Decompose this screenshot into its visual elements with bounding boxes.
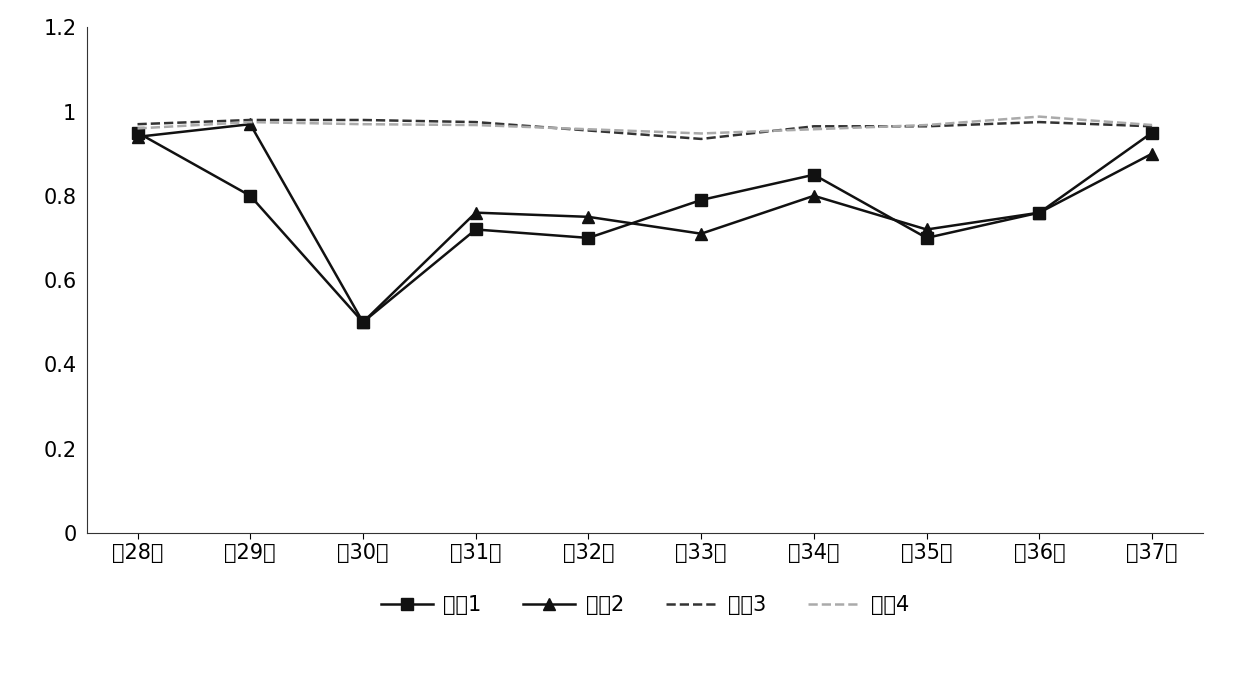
Legend: 平靤1, 平靤2, 平靤3, 平靤4: 平靤1, 平靤2, 平靤3, 平靤4 bbox=[372, 587, 918, 624]
